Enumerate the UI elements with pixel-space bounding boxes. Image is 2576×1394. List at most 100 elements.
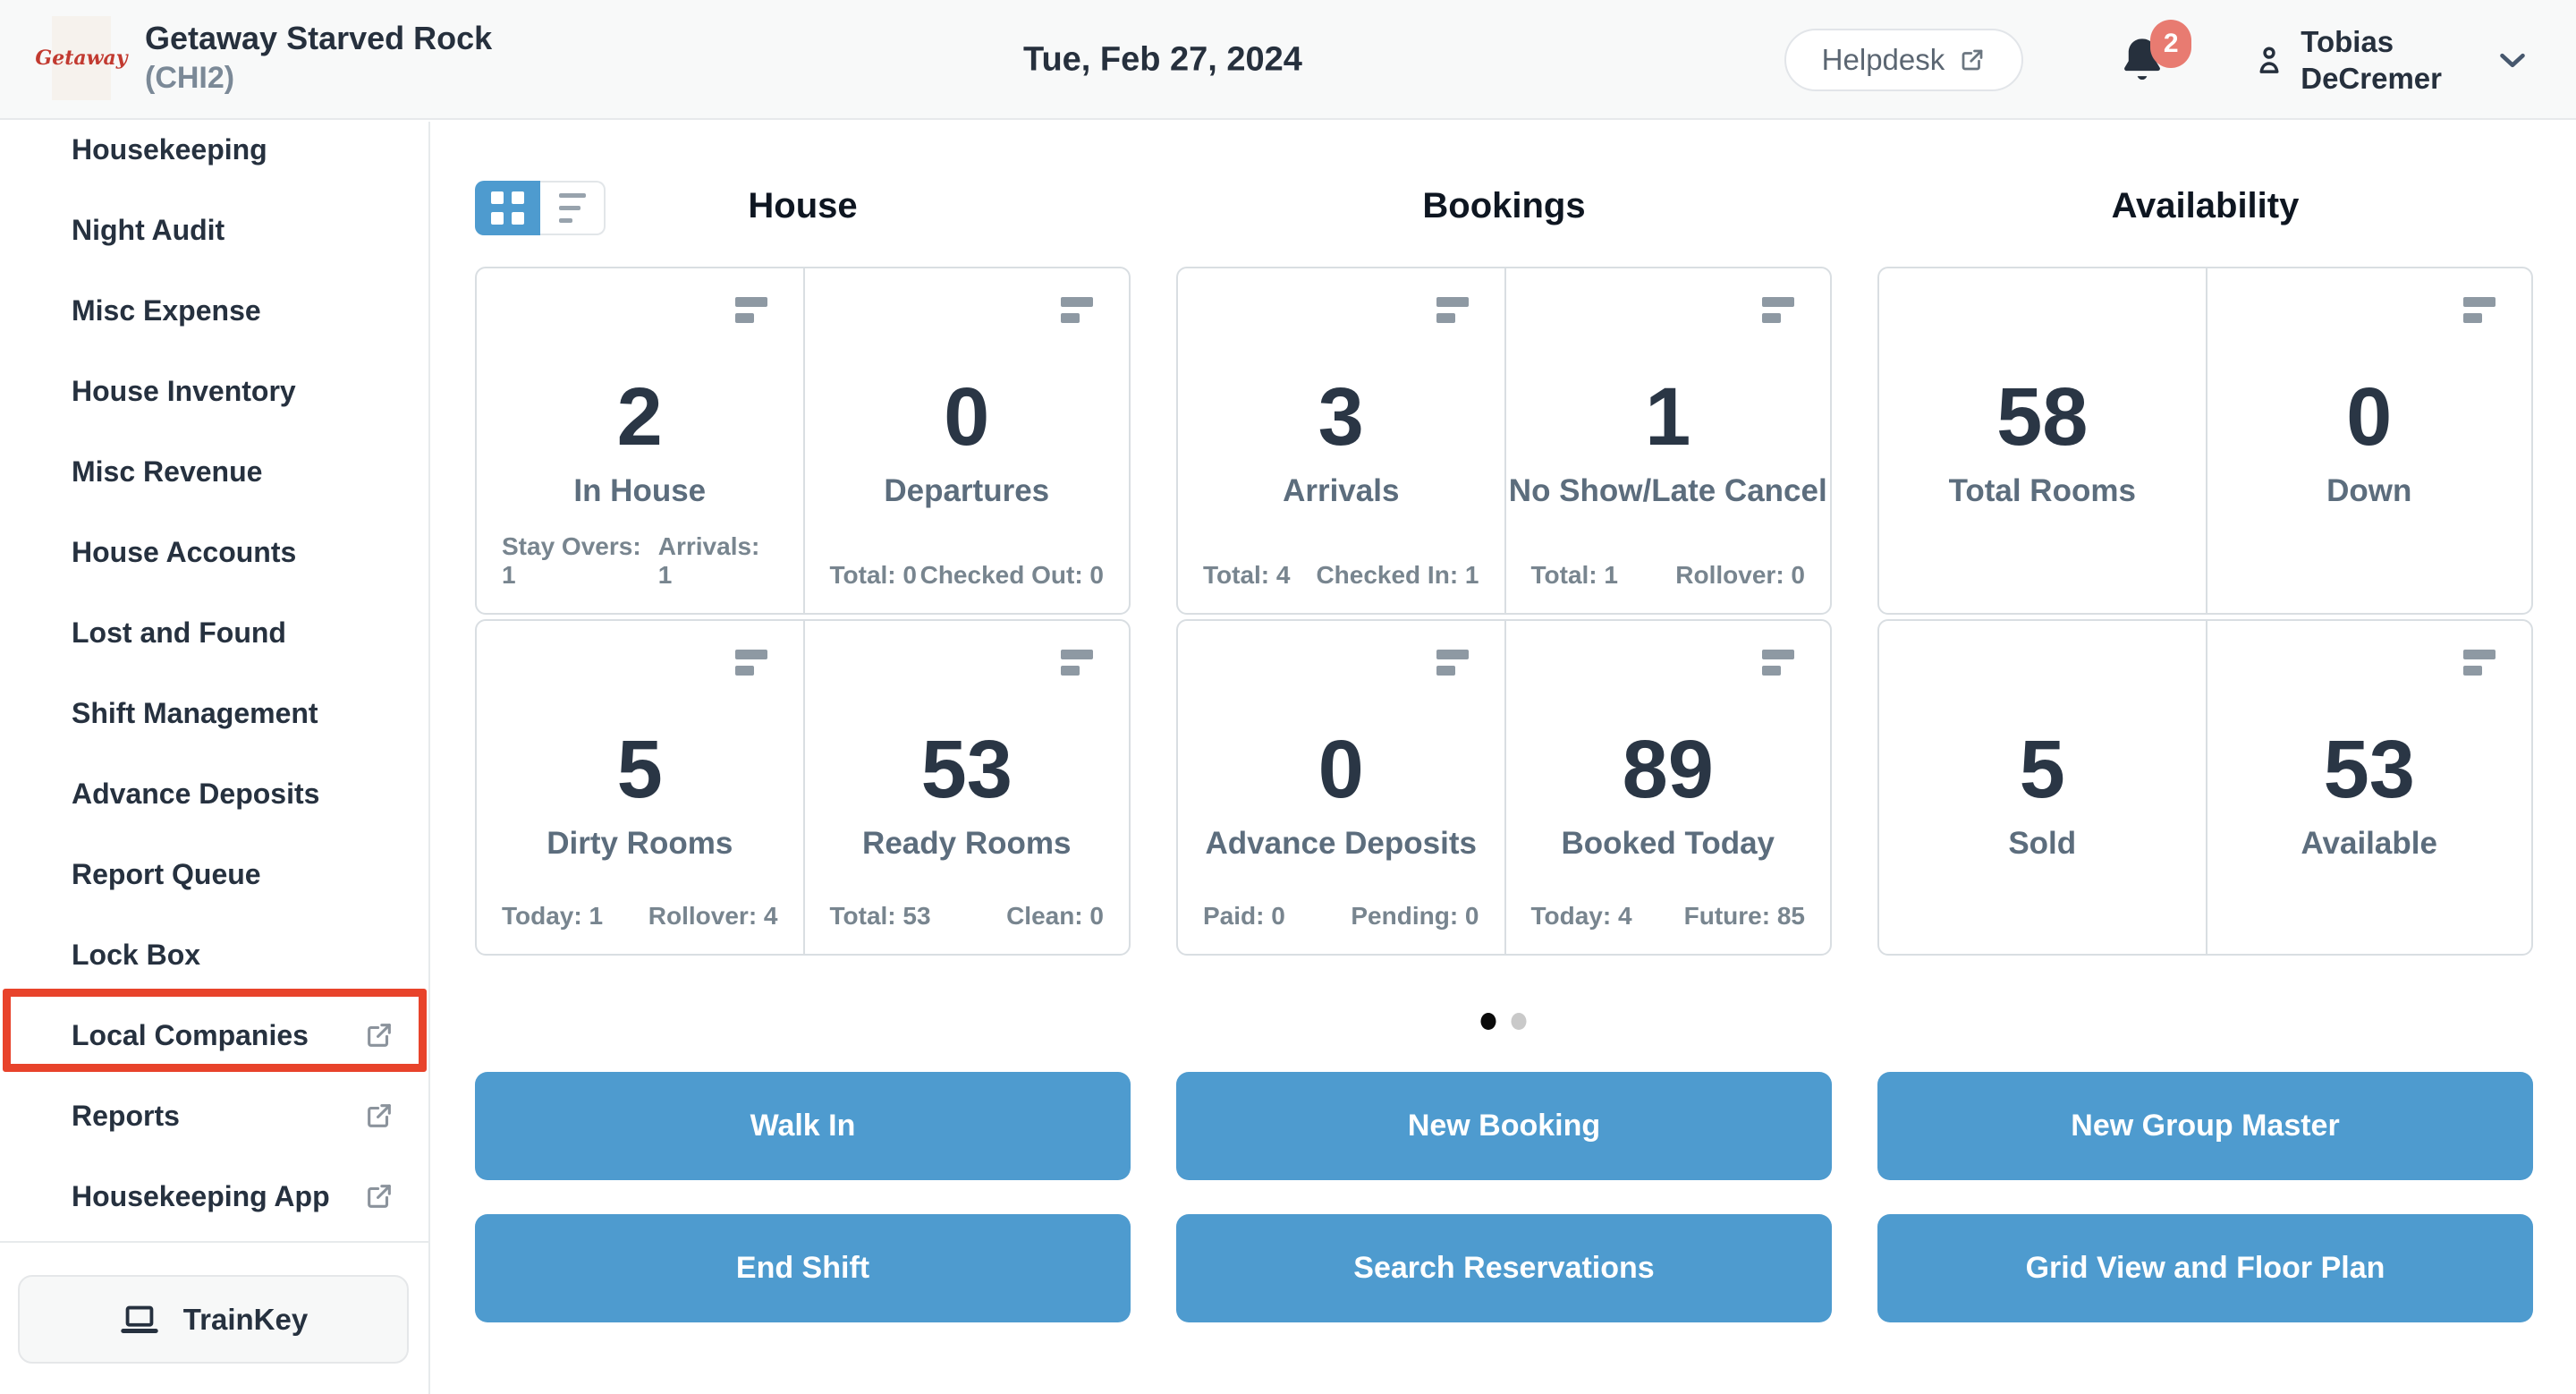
sidebar-item-local-companies[interactable]: Local Companies <box>0 995 428 1075</box>
stat-card-total-rooms[interactable]: 58 Total Rooms <box>1879 268 2206 613</box>
card-report-icon[interactable] <box>734 297 767 323</box>
trainkey-label: TrainKey <box>182 1302 309 1336</box>
stat-detail-right: Clean: 0 <box>1006 902 1104 930</box>
sidebar-item-reports[interactable]: Reports <box>0 1075 428 1156</box>
stat-label: Arrivals <box>1283 472 1400 508</box>
helpdesk-label: Helpdesk <box>1821 43 1945 76</box>
carousel-dots <box>1480 1013 1527 1030</box>
stat-label: Booked Today <box>1561 825 1775 861</box>
stat-detail-left: Today: 1 <box>502 902 604 930</box>
grid-view-floor-plan-button[interactable]: Grid View and Floor Plan <box>1877 1214 2533 1322</box>
card-report-icon[interactable] <box>1061 650 1093 676</box>
stat-value: 5 <box>616 724 663 815</box>
stat-label: Down <box>2326 472 2412 508</box>
section-availability: Availability 58 Total Rooms 0 Down 5 Sol… <box>1877 122 2533 1394</box>
carousel-dot[interactable] <box>1511 1013 1527 1030</box>
sidebar-item-night-audit[interactable]: Night Audit <box>72 213 225 246</box>
stat-value: 53 <box>2323 724 2415 815</box>
carousel-dot-active[interactable] <box>1480 1013 1496 1030</box>
sidebar-item-misc-expense[interactable]: Misc Expense <box>72 293 261 327</box>
stat-detail-right: Checked In: 1 <box>1316 561 1479 589</box>
stat-card-down[interactable]: 0 Down <box>2205 268 2532 613</box>
stat-value: 1 <box>1645 371 1691 463</box>
card-report-icon[interactable] <box>734 650 767 676</box>
property-name: Getaway Starved Rock <box>145 20 493 57</box>
stat-label: Departures <box>884 472 1050 508</box>
list-view-button[interactable] <box>540 181 606 235</box>
stat-detail-right: Rollover: 0 <box>1675 561 1805 589</box>
notifications-button[interactable]: 2 <box>2116 20 2192 86</box>
stat-value: 3 <box>1318 371 1364 463</box>
stat-value: 2 <box>616 371 663 463</box>
stat-value: 89 <box>1622 724 1714 815</box>
sidebar-footer: TrainKey <box>0 1241 428 1394</box>
card-report-icon[interactable] <box>1061 297 1093 323</box>
grid-icon <box>491 191 524 225</box>
search-reservations-button[interactable]: Search Reservations <box>1176 1214 1832 1322</box>
stat-value: 53 <box>920 724 1013 815</box>
stat-value: 0 <box>944 371 990 463</box>
user-menu[interactable]: Tobias DeCremer <box>2250 23 2442 98</box>
sidebar-item-lock-box[interactable]: Lock Box <box>72 938 201 971</box>
sidebar-item-house-inventory[interactable]: House Inventory <box>72 374 296 407</box>
card-report-icon[interactable] <box>1762 297 1794 323</box>
stat-label: No Show/Late Cancel <box>1508 472 1827 508</box>
stat-card-in-house[interactable]: 2 In House Stay Overs: 1 Arrivals: 1 <box>477 268 803 613</box>
card-report-icon[interactable] <box>2463 650 2496 676</box>
stat-card-arrivals[interactable]: 3 Arrivals Total: 4 Checked In: 1 <box>1178 268 1504 613</box>
stat-card-ready-rooms[interactable]: 53 Ready Rooms Total: 53 Clean: 0 <box>802 621 1130 954</box>
sidebar-item-advance-deposits[interactable]: Advance Deposits <box>72 777 320 810</box>
stat-card-dirty-rooms[interactable]: 5 Dirty Rooms Today: 1 Rollover: 4 <box>477 621 803 954</box>
sidebar-item-misc-revenue[interactable]: Misc Revenue <box>72 455 263 488</box>
new-group-master-button[interactable]: New Group Master <box>1877 1072 2533 1180</box>
card-report-icon[interactable] <box>2463 297 2496 323</box>
sidebar-item-shift-management[interactable]: Shift Management <box>72 696 318 729</box>
property-code: (CHI2) <box>145 61 235 96</box>
stat-card-available[interactable]: 53 Available <box>2205 621 2532 954</box>
sidebar-item-report-queue[interactable]: Report Queue <box>72 857 261 890</box>
new-booking-button[interactable]: New Booking <box>1176 1072 1832 1180</box>
dashboard-main: House 2 In House Stay Overs: 1 Arrivals:… <box>432 122 2576 1394</box>
stat-label: Dirty Rooms <box>547 825 733 861</box>
stat-detail-left: Total: 1 <box>1530 561 1618 589</box>
stat-detail-left: Total: 4 <box>1203 561 1291 589</box>
list-icon <box>558 193 586 223</box>
user-icon <box>2259 47 2279 73</box>
card-report-icon[interactable] <box>1762 650 1794 676</box>
stat-card-no-show-late-cancel[interactable]: 1 No Show/Late Cancel Total: 1 Rollover:… <box>1504 268 1831 613</box>
sidebar-item-housekeeping-app[interactable]: Housekeeping App <box>0 1156 428 1237</box>
card-report-icon[interactable] <box>1436 650 1469 676</box>
sidebar-item-lost-and-found[interactable]: Lost and Found <box>72 616 286 649</box>
stat-label: Available <box>2301 825 2437 861</box>
current-date: Tue, Feb 27, 2024 <box>1023 40 1302 79</box>
helpdesk-button[interactable]: Helpdesk <box>1784 29 2024 91</box>
grid-view-button[interactable] <box>475 181 540 235</box>
stat-label: Ready Rooms <box>862 825 1072 861</box>
sidebar-nav: Housekeeping Night Audit Misc Expense Ho… <box>0 122 430 1394</box>
brand: Getaway Getaway Starved Rock (CHI2) <box>35 16 493 100</box>
stat-value: 5 <box>2019 724 2065 815</box>
stat-value: 0 <box>1318 724 1364 815</box>
external-link-icon <box>368 1104 391 1127</box>
stat-card-departures[interactable]: 0 Departures Total: 0 Checked Out: 0 <box>802 268 1130 613</box>
chevron-down-icon[interactable] <box>2492 39 2533 81</box>
walk-in-button[interactable]: Walk In <box>475 1072 1131 1180</box>
stat-detail-right: Rollover: 4 <box>648 902 778 930</box>
end-shift-button[interactable]: End Shift <box>475 1214 1131 1322</box>
sidebar-item-housekeeping[interactable]: Housekeeping <box>72 132 267 166</box>
stat-card-booked-today[interactable]: 89 Booked Today Today: 4 Future: 85 <box>1504 621 1831 954</box>
trainkey-button[interactable]: TrainKey <box>18 1275 409 1364</box>
top-header: Getaway Getaway Starved Rock (CHI2) Tue,… <box>0 0 2576 120</box>
user-name: Tobias DeCremer <box>2301 24 2442 95</box>
section-title-bookings: Bookings <box>1422 186 1586 225</box>
external-link-icon <box>368 1185 391 1208</box>
stat-card-sold[interactable]: 5 Sold <box>1879 621 2206 954</box>
stat-detail-left: Today: 4 <box>1530 902 1632 930</box>
laptop-icon <box>121 1305 158 1333</box>
section-bookings: Bookings 3 Arrivals Total: 4 Checked In:… <box>1176 122 1832 1394</box>
sidebar-item-house-accounts[interactable]: House Accounts <box>72 535 297 568</box>
stat-label: Sold <box>2008 825 2077 861</box>
card-report-icon[interactable] <box>1436 297 1469 323</box>
stat-card-advance-deposits[interactable]: 0 Advance Deposits Paid: 0 Pending: 0 <box>1178 621 1504 954</box>
